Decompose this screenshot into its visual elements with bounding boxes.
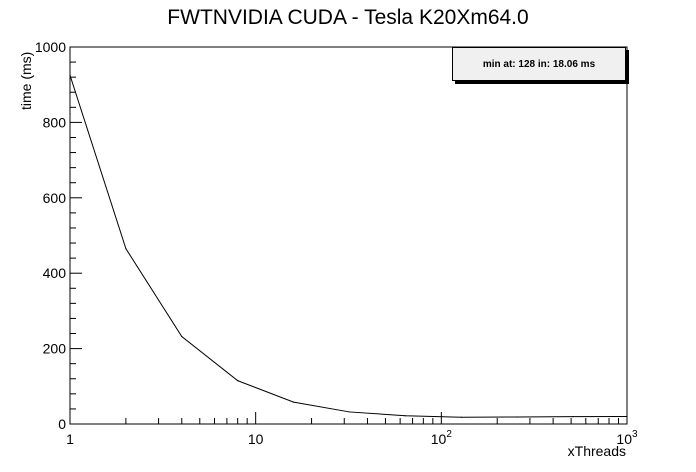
- data-point: [626, 415, 628, 418]
- x-tick-label: 1: [66, 431, 74, 447]
- data-point: [572, 416, 574, 418]
- y-tick-label: 1000: [35, 39, 66, 55]
- data-point: [404, 415, 406, 417]
- y-tick-label: 0: [58, 416, 66, 432]
- data-point: [516, 416, 518, 418]
- chart-title: FWTNVIDIA CUDA - Tesla K20Xm64.0: [167, 6, 529, 29]
- data-point: [292, 401, 295, 403]
- stats-text: min at: 128 in: 18.06 ms: [482, 58, 596, 70]
- x-tick-label: 10: [248, 431, 264, 447]
- data-point: [181, 335, 183, 338]
- x-tick-label: 102: [431, 429, 453, 447]
- y-tick-label: 400: [43, 265, 67, 281]
- y-tick-label: 800: [43, 114, 67, 130]
- x-axis-label: xThreads: [567, 443, 626, 459]
- y-tick-label: 600: [43, 190, 67, 206]
- data-point: [69, 74, 71, 76]
- stats-box: min at: 128 in: 18.06 ms: [452, 47, 626, 81]
- y-axis-label: time (ms): [18, 51, 34, 110]
- plot-frame: [69, 46, 628, 425]
- data-point: [460, 416, 462, 418]
- data-point: [348, 411, 351, 413]
- y-tick-label: 200: [43, 341, 67, 357]
- data-point: [125, 248, 127, 250]
- data-point: [237, 380, 239, 382]
- x-tick-label: 103: [616, 429, 638, 447]
- series-line: [69, 75, 628, 418]
